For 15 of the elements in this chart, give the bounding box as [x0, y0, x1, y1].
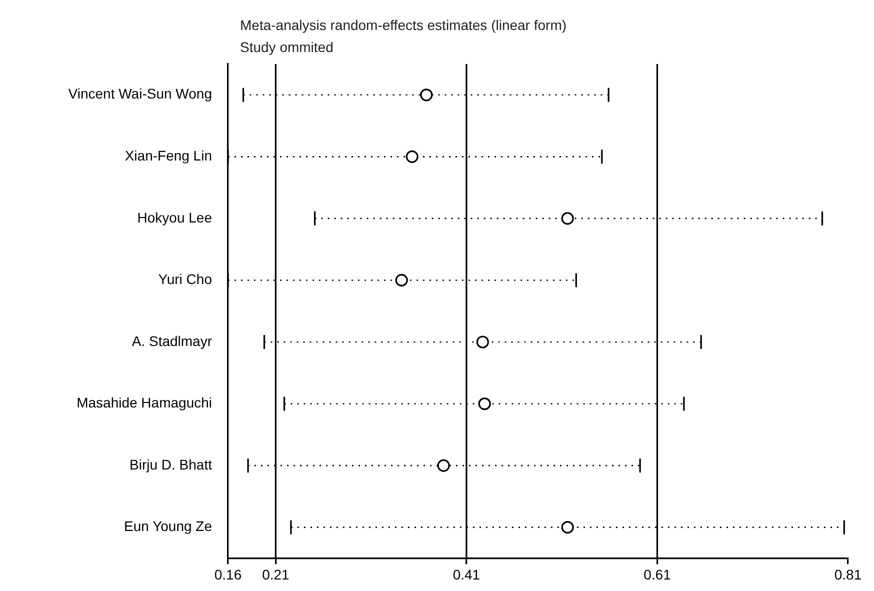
y-tick-label: Yuri Cho [158, 271, 212, 288]
y-tick-label: Birju D. Bhatt [130, 456, 212, 472]
chart-subtitle: Study ommited [240, 39, 334, 55]
chart-title: Meta-analysis random-effects estimates (linear form) [240, 17, 567, 33]
y-tick-label: A. Stadlmayr [132, 332, 212, 349]
x-tick-label: 0.21 [262, 566, 290, 582]
y-tick-label: Hokyou Lee [137, 209, 212, 226]
y-tick-label: Eun Young Ze [124, 518, 212, 534]
x-tick-label: 0.41 [452, 566, 480, 582]
x-tick-label: 0.16 [214, 566, 242, 582]
y-tick-label: Vincent Wai-Sun Wong [68, 86, 212, 102]
x-tick-label: 0.81 [834, 566, 862, 582]
x-tick-label: 0.61 [644, 566, 672, 582]
y-tick-label: Xian-Feng Lin [124, 148, 212, 164]
y-tick-label: Masahide Hamaguchi [76, 394, 212, 411]
